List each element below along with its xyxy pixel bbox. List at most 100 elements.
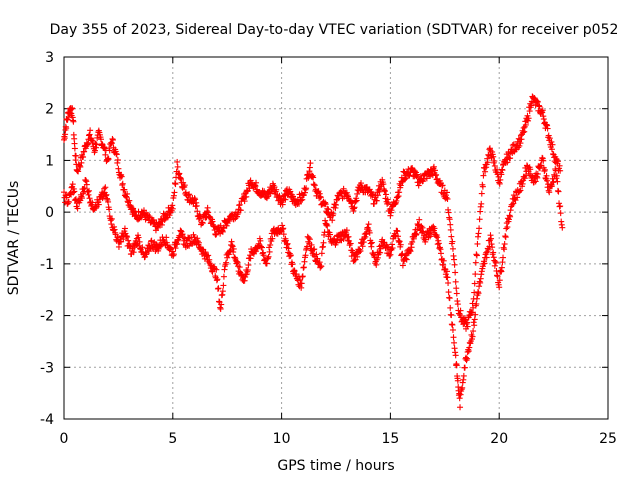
data-point bbox=[456, 395, 463, 402]
data-point bbox=[315, 188, 322, 195]
data-point bbox=[469, 309, 475, 316]
data-point bbox=[554, 178, 561, 185]
data-point bbox=[414, 171, 421, 178]
data-point bbox=[507, 155, 514, 162]
data-point bbox=[381, 188, 388, 195]
data-point bbox=[480, 172, 487, 179]
x-tick-labels: 0 5 10 15 20 25 bbox=[60, 431, 617, 447]
data-point bbox=[299, 273, 306, 280]
data-point bbox=[237, 207, 244, 214]
data-point bbox=[471, 322, 478, 329]
data-point bbox=[71, 145, 78, 152]
data-point bbox=[437, 250, 444, 257]
x-tick-label: 5 bbox=[168, 431, 177, 447]
data-point bbox=[451, 256, 458, 263]
data-point bbox=[220, 273, 227, 280]
data-point bbox=[105, 156, 112, 163]
data-point bbox=[448, 233, 455, 240]
data-point bbox=[557, 210, 564, 217]
data-point bbox=[92, 147, 99, 154]
data-point bbox=[69, 105, 76, 112]
data-point bbox=[400, 168, 407, 175]
data-point bbox=[499, 167, 506, 174]
data-point bbox=[89, 138, 96, 145]
data-point bbox=[172, 181, 179, 188]
data-point bbox=[445, 209, 452, 216]
data-point bbox=[557, 203, 564, 210]
data-point bbox=[385, 199, 392, 206]
data-point bbox=[181, 182, 188, 189]
data-point bbox=[451, 339, 458, 346]
data-point bbox=[138, 214, 145, 221]
data-point bbox=[171, 189, 178, 196]
data-point bbox=[430, 163, 437, 170]
data-point bbox=[115, 243, 122, 250]
x-tick-label: 20 bbox=[490, 431, 508, 447]
data-point bbox=[473, 252, 480, 259]
data-point bbox=[124, 190, 131, 197]
data-point bbox=[446, 295, 453, 302]
x-tick-label: 25 bbox=[599, 431, 617, 447]
data-point bbox=[464, 323, 471, 330]
y-tick-labels: 3 2 1 0 -1 -2 -3 -4 bbox=[40, 50, 54, 428]
data-point bbox=[320, 239, 327, 246]
data-point bbox=[307, 160, 314, 167]
data-point bbox=[555, 188, 562, 195]
data-point bbox=[78, 159, 85, 166]
data-point bbox=[247, 177, 254, 184]
data-point bbox=[126, 197, 133, 204]
data-point bbox=[298, 197, 305, 204]
data-point bbox=[453, 290, 460, 297]
data-point bbox=[97, 136, 104, 143]
data-point bbox=[119, 180, 126, 187]
x-tick-label: 15 bbox=[381, 431, 399, 447]
data-point bbox=[452, 278, 459, 285]
data-point bbox=[452, 352, 459, 359]
data-point bbox=[451, 261, 458, 268]
data-point bbox=[476, 225, 483, 232]
data-point bbox=[102, 184, 109, 191]
data-point bbox=[449, 238, 456, 245]
data-point bbox=[121, 186, 128, 193]
data-point bbox=[447, 221, 454, 228]
data-point bbox=[325, 206, 332, 213]
data-point bbox=[317, 194, 324, 201]
data-point bbox=[63, 125, 70, 132]
data-point bbox=[478, 200, 485, 207]
data-point bbox=[447, 304, 454, 311]
data-point bbox=[193, 202, 200, 209]
axis-ticks bbox=[63, 56, 609, 420]
data-point bbox=[114, 156, 121, 163]
y-tick-label: 3 bbox=[45, 50, 54, 66]
data-point bbox=[215, 285, 222, 292]
data-point bbox=[81, 148, 88, 155]
data-point bbox=[310, 174, 317, 181]
data-point bbox=[266, 248, 273, 255]
data-point bbox=[199, 220, 206, 227]
data-point bbox=[174, 163, 181, 170]
y-tick-label: -4 bbox=[40, 412, 54, 428]
data-point bbox=[501, 241, 508, 248]
data-point bbox=[443, 189, 450, 196]
data-point bbox=[472, 271, 479, 278]
data-point bbox=[333, 201, 339, 208]
data-point bbox=[471, 289, 478, 296]
data-point bbox=[72, 152, 79, 159]
data-point bbox=[236, 201, 243, 208]
data-point bbox=[108, 221, 115, 228]
data-point bbox=[253, 179, 260, 186]
data-point bbox=[396, 189, 403, 196]
data-point bbox=[380, 181, 387, 188]
data-point bbox=[118, 173, 125, 180]
data-point bbox=[453, 285, 460, 292]
data-point bbox=[457, 307, 464, 314]
data-point bbox=[383, 191, 390, 198]
grid-lines bbox=[64, 57, 608, 419]
data-point bbox=[432, 167, 439, 174]
data-point bbox=[559, 224, 566, 231]
data-point bbox=[192, 196, 199, 203]
x-axis-label: GPS time / hours bbox=[277, 458, 394, 474]
data-point bbox=[504, 224, 511, 231]
data-point bbox=[478, 190, 485, 197]
